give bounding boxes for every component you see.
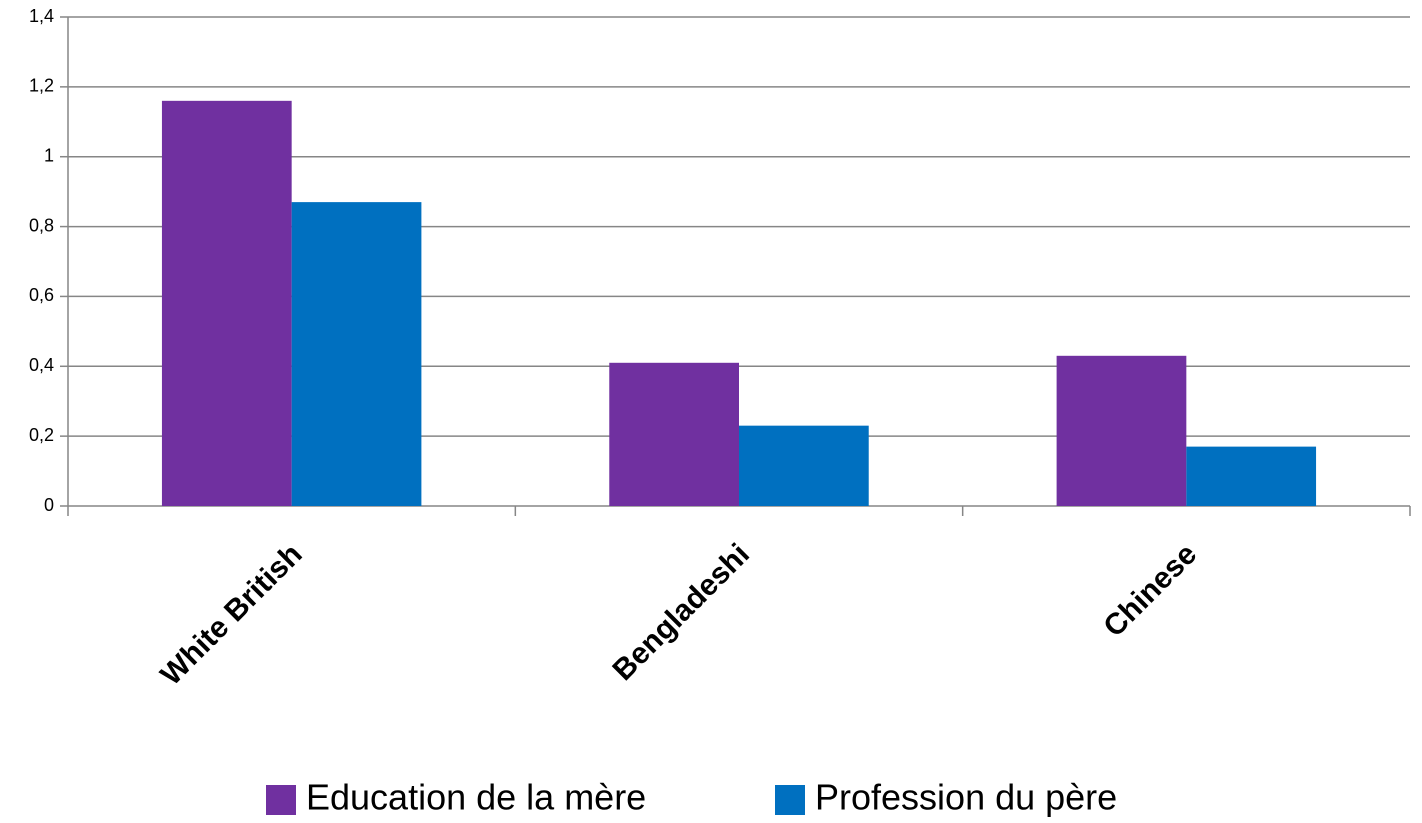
bar [291, 202, 422, 506]
x-tick-label: Chinese [1097, 538, 1203, 644]
bar [1056, 355, 1187, 506]
bar [1186, 446, 1317, 506]
bar [609, 362, 739, 506]
x-tick-label: Bengladeshi [606, 538, 755, 687]
legend-swatch [266, 785, 296, 815]
y-tick-label: 1,2 [29, 76, 54, 96]
x-tick-label: White British [154, 538, 308, 692]
y-tick-label: 0,2 [29, 425, 54, 445]
y-tick-label: 0,8 [29, 215, 54, 235]
legend-label: Education de la mère [306, 777, 646, 818]
y-tick-label: 0,6 [29, 285, 54, 305]
y-tick-label: 1 [44, 145, 54, 165]
legend-label: Profession du père [815, 777, 1117, 818]
y-tick-label: 1,4 [29, 6, 54, 26]
bar [161, 100, 292, 506]
y-tick-label: 0 [44, 495, 54, 515]
bar [739, 425, 869, 506]
legend-swatch [775, 785, 805, 815]
y-tick-label: 0,4 [29, 355, 54, 375]
